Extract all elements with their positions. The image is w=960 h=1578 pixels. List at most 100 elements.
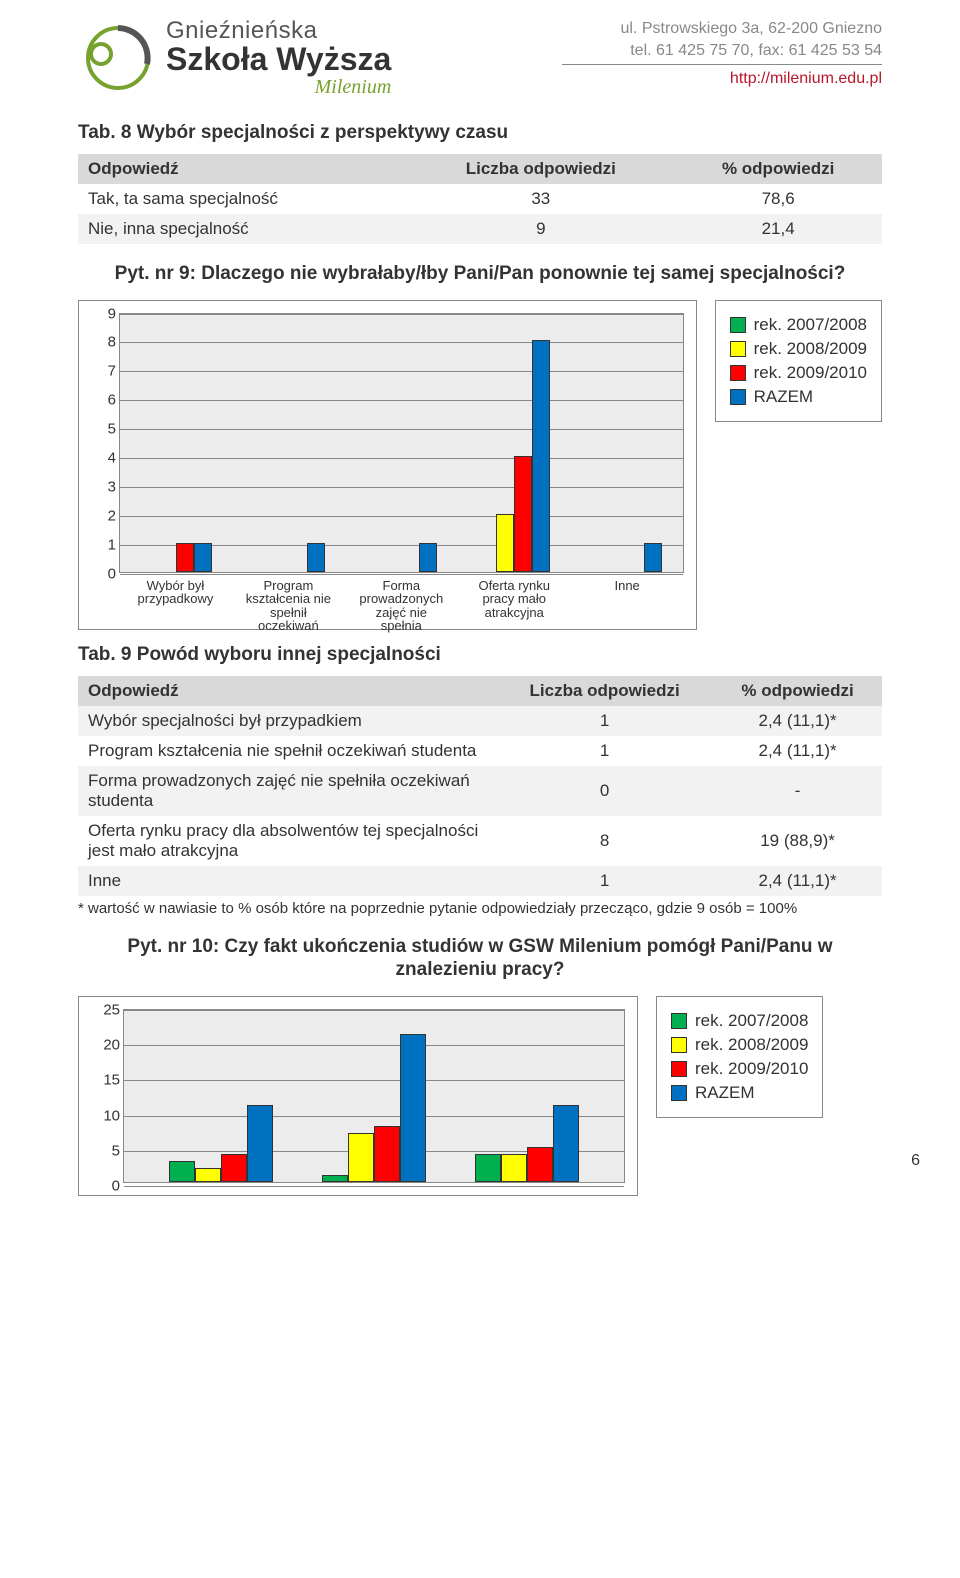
cell-pct: 21,4 (674, 214, 882, 244)
cell-pct: 19 (88,9)* (713, 816, 882, 866)
y-tick-label: 20 (94, 1037, 120, 1054)
table-row: Forma prowadzonych zajęć nie spełniła oc… (78, 766, 882, 816)
legend-swatch (730, 365, 746, 381)
bar (176, 543, 194, 572)
table-row: Program kształcenia nie spełnił oczekiwa… (78, 736, 882, 766)
chart1-legend: rek. 2007/2008 rek. 2008/2009 rek. 2009/20… (715, 300, 882, 422)
bar (169, 1161, 195, 1182)
bar (644, 543, 662, 572)
bar-group (458, 314, 571, 572)
legend-item: RAZEM (671, 1083, 808, 1103)
legend-label: rek. 2008/2009 (754, 339, 867, 359)
y-tick-label: 7 (96, 363, 116, 380)
y-tick-label: 5 (96, 421, 116, 438)
bar (419, 543, 437, 572)
tab8-col2: % odpowiedzi (674, 154, 882, 184)
bar (322, 1175, 348, 1182)
legend-label: rek. 2009/2010 (754, 363, 867, 383)
chart2: 0510152025 (78, 996, 638, 1196)
tab8-title: Tab. 8 Wybór specjalności z perspektywy … (78, 122, 882, 144)
bar (475, 1154, 501, 1182)
bar-group (322, 1034, 426, 1182)
legend-swatch (671, 1085, 687, 1101)
y-tick-label: 0 (96, 565, 116, 582)
page-header: Gnieźnieńska Szkoła Wyższa Milenium ul. … (78, 18, 882, 98)
address-rule (562, 64, 882, 65)
pyt10-title: Pyt. nr 10: Czy fakt ukończenia studiów … (78, 935, 882, 983)
page-number: 6 (911, 1152, 920, 1170)
address-line1: ul. Pstrowskiego 3a, 62-200 Gniezno (562, 18, 882, 40)
tab8-col1: Liczba odpowiedzi (407, 154, 674, 184)
legend-label: rek. 2007/2008 (695, 1011, 808, 1031)
pyt9-title: Pyt. nr 9: Dlaczego nie wybrałaby/łby Pa… (78, 262, 882, 286)
y-tick-label: 8 (96, 334, 116, 351)
chart1-wrap: 0123456789 Wybór byłprzypadkowyProgramks… (78, 300, 882, 630)
legend-label: rek. 2009/2010 (695, 1059, 808, 1079)
chart1-bars (120, 314, 683, 572)
legend-label: RAZEM (695, 1083, 755, 1103)
legend-swatch (730, 341, 746, 357)
cell-label: Tak, ta sama specjalność (78, 184, 407, 214)
cell-label: Nie, inna specjalność (78, 214, 407, 244)
y-tick-label: 6 (96, 392, 116, 409)
logo-text: Gnieźnieńska Szkoła Wyższa Milenium (166, 18, 391, 98)
y-tick-label: 2 (96, 507, 116, 524)
cell-label: Oferta rynku pracy dla absolwentów tej s… (78, 816, 496, 866)
cell-n: 1 (496, 736, 713, 766)
legend-label: rek. 2008/2009 (695, 1035, 808, 1055)
x-tick-label: Oferta rynkupracy małoatrakcyjna (458, 579, 571, 634)
legend-item: RAZEM (730, 387, 867, 407)
logo-line2: Szkoła Wyższa (166, 43, 391, 77)
cell-n: 1 (496, 706, 713, 736)
legend-item: rek. 2008/2009 (671, 1035, 808, 1055)
cell-pct: 2,4 (11,1)* (713, 866, 882, 896)
bar (307, 543, 325, 572)
y-tick-label: 3 (96, 478, 116, 495)
x-tick-label: Wybór byłprzypadkowy (119, 579, 232, 634)
bar (374, 1126, 400, 1182)
x-tick-label: Formaprowadzonychzajęć niespełnia (345, 579, 458, 634)
website-link[interactable]: http://milenium.edu.pl (562, 68, 882, 90)
tab8-table: Odpowiedź Liczba odpowiedzi % odpowiedzi… (78, 154, 882, 244)
bar (501, 1154, 527, 1182)
tab8-header-row: Odpowiedź Liczba odpowiedzi % odpowiedzi (78, 154, 882, 184)
table-row: Inne 1 2,4 (11,1)* (78, 866, 882, 896)
cell-pct: 78,6 (674, 184, 882, 214)
legend-item: rek. 2007/2008 (730, 315, 867, 335)
bar-group (475, 1105, 579, 1182)
chart2-bars (124, 1010, 624, 1182)
bar (221, 1154, 247, 1182)
logo: Gnieźnieńska Szkoła Wyższa Milenium (78, 18, 391, 98)
chart1-plot: 0123456789 (119, 313, 684, 573)
bar (194, 543, 212, 572)
y-tick-label: 25 (94, 1002, 120, 1019)
cell-n: 1 (496, 866, 713, 896)
y-tick-label: 5 (94, 1142, 120, 1159)
legend-item: rek. 2009/2010 (671, 1059, 808, 1079)
logo-icon (78, 18, 156, 96)
cell-n: 8 (496, 816, 713, 866)
table-row: Tak, ta sama specjalność 33 78,6 (78, 184, 882, 214)
table-row: Oferta rynku pracy dla absolwentów tej s… (78, 816, 882, 866)
bar-group (169, 1105, 273, 1182)
legend-swatch (730, 317, 746, 333)
y-tick-label: 9 (96, 305, 116, 322)
bar-group (233, 314, 346, 572)
tab9-col0: Odpowiedź (78, 676, 496, 706)
address-block: ul. Pstrowskiego 3a, 62-200 Gniezno tel.… (562, 18, 882, 90)
bar (532, 340, 550, 571)
bar-group (345, 314, 458, 572)
x-tick-label: Inne (571, 579, 684, 634)
legend-label: RAZEM (754, 387, 814, 407)
bar (514, 456, 532, 572)
gridline (124, 1186, 624, 1187)
y-tick-label: 15 (94, 1072, 120, 1089)
x-tick-label: Programkształcenia niespełniłoczekiwań (232, 579, 345, 634)
cell-n: 0 (496, 766, 713, 816)
bar-group (120, 314, 233, 572)
legend-item: rek. 2007/2008 (671, 1011, 808, 1031)
legend-swatch (671, 1037, 687, 1053)
cell-label: Forma prowadzonych zajęć nie spełniła oc… (78, 766, 496, 816)
bar (348, 1133, 374, 1182)
cell-pct: 2,4 (11,1)* (713, 736, 882, 766)
